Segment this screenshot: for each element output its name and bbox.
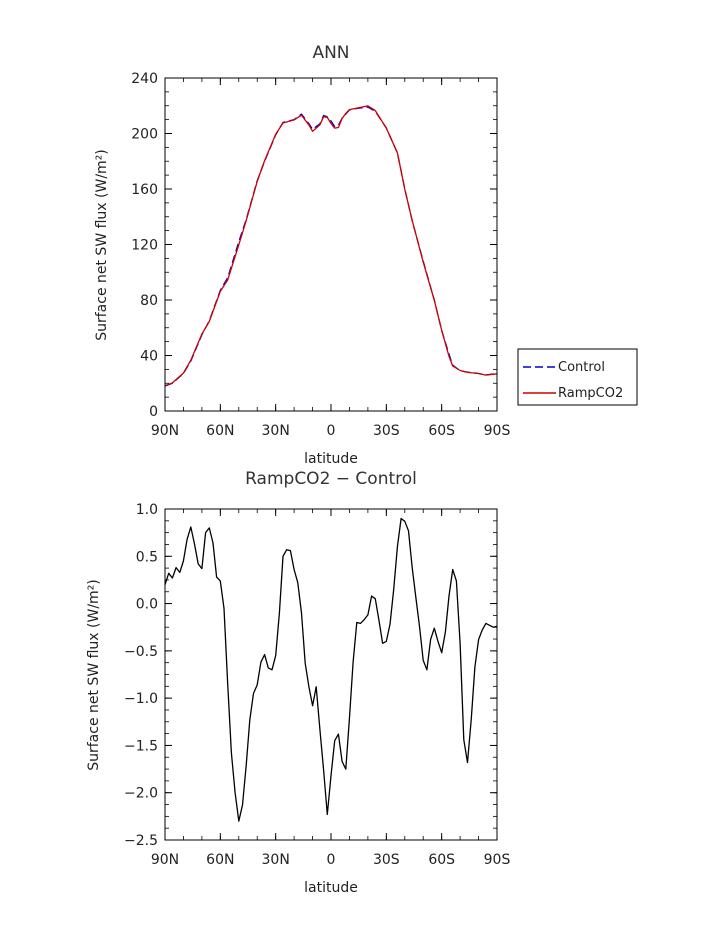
x-axis-ticks: 90N 60N 30N 0 30S 60S 90S [151, 78, 511, 439]
series-lines [164, 105, 498, 387]
y-tick-label: 0.0 [136, 597, 158, 613]
x-tick-label: 90N [151, 423, 179, 439]
series-line-control [164, 106, 498, 387]
y-tick-label: 40 [140, 349, 158, 365]
y-tick-label: 0.5 [136, 549, 158, 565]
x-tick-label: 30N [262, 852, 290, 868]
y-axis-ticks: 1.0 0.5 0.0 −0.5 −1.0 −1.5 −2.0 −2.5 [124, 502, 497, 849]
x-tick-label: 30S [373, 423, 400, 439]
chart-title: ANN [312, 43, 349, 63]
x-axis-ticks: 90N 60N 30N 0 30S 60S 90S [151, 509, 511, 868]
chart-difference: RampCO2 − Control 1.0 0.5 0.0 −0.5 −1.0 −1.5 −… [86, 469, 510, 896]
y-tick-label: 160 [131, 182, 158, 198]
x-tick-label: 90S [484, 852, 511, 868]
y-axis-ticks: 0 40 80 120 160 200 240 [131, 71, 497, 420]
legend-control-label: Control [558, 360, 605, 375]
y-tick-label: 0 [149, 404, 158, 420]
series-line-rampco2 [164, 105, 498, 387]
y-axis-label: Surface net SW flux (W/m²) [94, 149, 110, 341]
x-tick-label: 60S [428, 423, 455, 439]
x-axis-label: latitude [304, 880, 358, 896]
legend: Control RampCO2 [517, 348, 638, 406]
y-tick-label: −2.5 [124, 833, 158, 849]
series-line-difference [164, 517, 498, 822]
x-tick-label: 60N [206, 852, 234, 868]
series-lines [164, 517, 498, 822]
y-axis-label: Surface net SW flux (W/m²) [86, 579, 102, 771]
x-tick-label: 0 [327, 423, 336, 439]
y-tick-label: −2.0 [124, 786, 158, 802]
x-tick-label: 0 [327, 852, 336, 868]
y-tick-label: 240 [131, 71, 158, 87]
x-tick-label: 30N [262, 423, 290, 439]
y-tick-label: −1.0 [124, 691, 158, 707]
y-tick-label: 200 [131, 127, 158, 143]
x-tick-label: 60N [206, 423, 234, 439]
y-tick-label: −1.5 [124, 738, 158, 754]
plot-frame [164, 77, 498, 412]
y-tick-label: 120 [131, 238, 158, 254]
legend-rampco2-label: RampCO2 [558, 386, 623, 401]
legend-box [517, 348, 638, 406]
x-tick-label: 90N [151, 852, 179, 868]
y-tick-label: 1.0 [136, 502, 158, 518]
y-tick-label: 80 [140, 293, 158, 309]
x-tick-label: 30S [373, 852, 400, 868]
x-axis-label: latitude [304, 451, 358, 467]
x-tick-label: 90S [484, 423, 511, 439]
y-tick-label: −0.5 [124, 644, 158, 660]
x-tick-label: 60S [428, 852, 455, 868]
chart-title: RampCO2 − Control [245, 469, 417, 489]
